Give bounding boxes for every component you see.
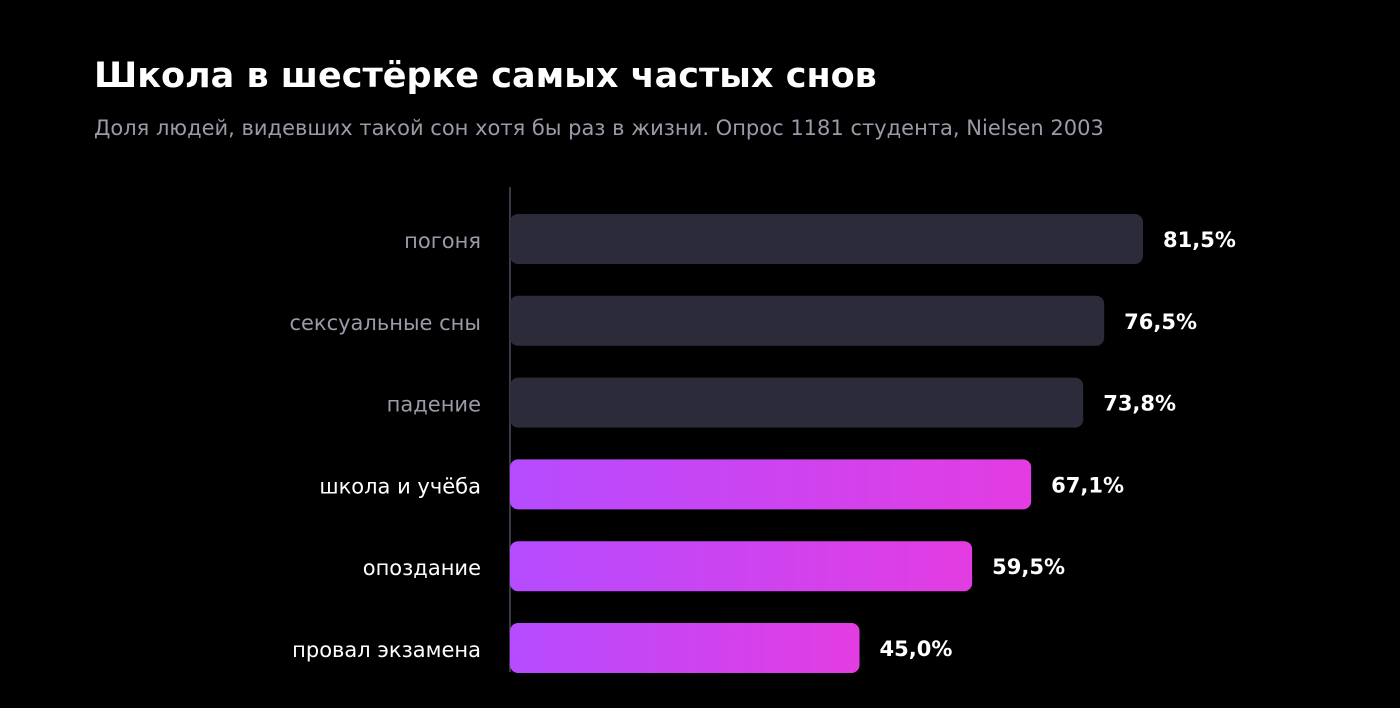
value-label: 67,1% (1051, 473, 1124, 497)
category-label: падение (387, 393, 481, 417)
value-label: 73,8% (1103, 392, 1176, 416)
chart-title: Школа в шестёрке самых частых снов (94, 56, 877, 96)
value-label: 45,0% (880, 637, 953, 661)
category-label: школа и учёба (319, 474, 481, 498)
chart-subtitle: Доля людей, видевших такой сон хотя бы р… (94, 116, 1104, 140)
bar (510, 377, 1084, 428)
value-label: 81,5% (1163, 228, 1236, 252)
category-label: сексуальные сны (289, 311, 481, 335)
bar (510, 541, 973, 592)
bar (510, 623, 860, 673)
value-label: 59,5% (992, 555, 1065, 579)
bar (510, 295, 1105, 346)
bar (510, 214, 1144, 264)
category-label: провал экзамена (292, 638, 481, 662)
category-label: опоздание (363, 556, 481, 580)
bar (510, 459, 1032, 510)
category-label: погоня (404, 229, 481, 253)
value-label: 76,5% (1124, 310, 1197, 334)
